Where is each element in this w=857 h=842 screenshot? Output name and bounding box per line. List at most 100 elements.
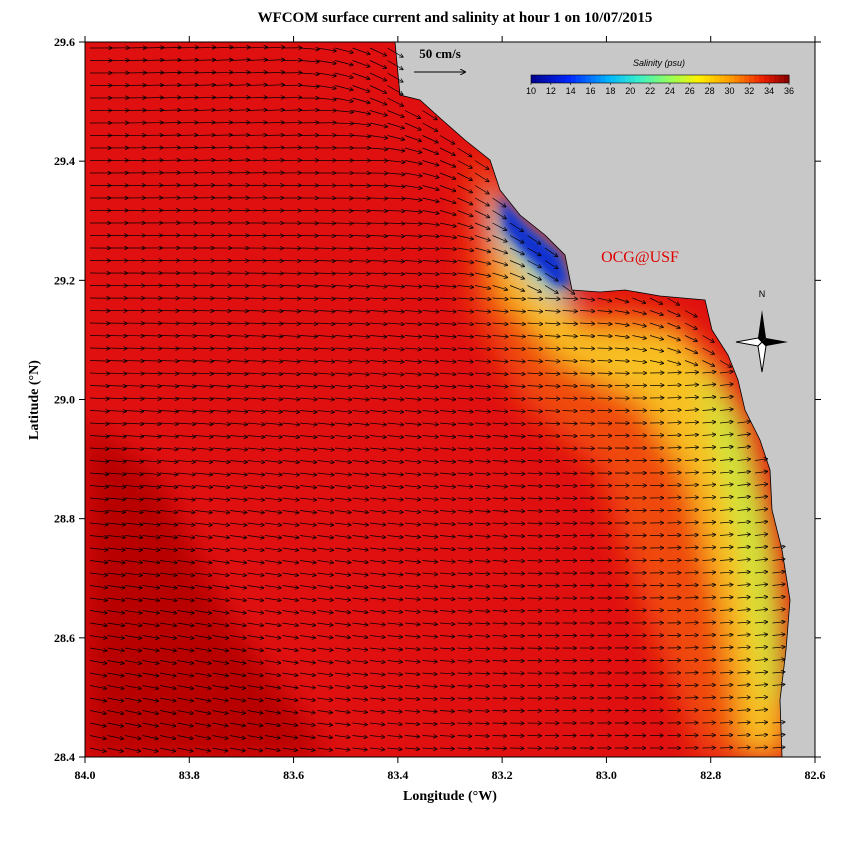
current-vector (124, 373, 144, 374)
current-vector (579, 398, 594, 399)
current-vector (544, 448, 559, 449)
current-vector (282, 122, 302, 123)
current-vector (334, 286, 352, 287)
current-vector (142, 448, 161, 449)
current-vector (124, 398, 144, 399)
current-vector (334, 386, 352, 388)
current-vector (299, 311, 317, 312)
current-vector (439, 311, 456, 312)
current-vector (334, 323, 352, 324)
colorbar-segment (764, 75, 770, 83)
current-vector (719, 372, 733, 373)
current-vector (142, 423, 161, 424)
colorbar-segment (615, 75, 621, 83)
current-vector (299, 373, 317, 374)
current-vector (334, 361, 352, 362)
current-vector (439, 147, 455, 155)
current-vector (142, 386, 162, 387)
current-vector (334, 47, 353, 53)
current-vector (562, 436, 577, 437)
current-vector (352, 273, 370, 274)
current-vector (142, 373, 162, 374)
current-vector (282, 298, 301, 299)
current-vector (212, 436, 230, 438)
colorbar-segment (531, 75, 537, 83)
current-vector (684, 360, 697, 366)
current-vector (474, 398, 490, 399)
current-vector (352, 373, 370, 375)
current-vector (264, 436, 282, 438)
current-vector (229, 122, 249, 123)
current-vector (684, 335, 697, 342)
current-vector (667, 335, 681, 341)
current-vector (457, 398, 473, 399)
current-vector (107, 448, 126, 449)
current-vector (579, 373, 594, 374)
current-vector (562, 323, 578, 324)
current-vector (369, 135, 387, 139)
current-vector (579, 311, 594, 312)
current-vector (509, 373, 525, 374)
colorbar-segment (679, 75, 686, 83)
current-vector (177, 348, 196, 349)
current-vector (404, 147, 422, 153)
current-vector (212, 398, 231, 399)
current-vector (282, 336, 300, 337)
current-vector (527, 298, 543, 299)
current-vector (247, 348, 266, 349)
current-vector (492, 272, 508, 278)
y-tick-label: 28.8 (54, 512, 75, 526)
current-vector (404, 361, 421, 362)
current-vector (457, 261, 474, 263)
current-vector (632, 335, 647, 339)
current-vector (264, 110, 284, 111)
current-vector (702, 372, 716, 373)
current-vector (317, 436, 334, 438)
colorbar-segment (744, 75, 750, 83)
current-vector (194, 361, 213, 362)
current-vector (404, 160, 422, 164)
current-vector (229, 311, 248, 312)
current-vector (352, 248, 370, 249)
current-vector (404, 411, 421, 413)
current-vector (509, 272, 524, 279)
current-vector (422, 223, 439, 225)
current-vector (247, 423, 265, 425)
current-vector (474, 285, 490, 289)
colorbar-segment (645, 75, 651, 83)
current-vector (159, 72, 181, 73)
current-vector (404, 398, 421, 400)
current-vector (579, 361, 594, 362)
current-vector (352, 448, 369, 450)
current-vector (562, 373, 577, 374)
current-vector (159, 336, 179, 337)
current-vector (334, 348, 352, 349)
current-vector (387, 448, 404, 450)
colorbar-segment (739, 75, 745, 83)
annotation: OCG@USF (601, 249, 679, 266)
current-vector (369, 47, 386, 56)
current-vector (404, 197, 422, 200)
current-vector (107, 386, 127, 387)
current-vector (89, 373, 109, 374)
colorbar-segment (669, 75, 676, 83)
current-vector (352, 336, 370, 337)
current-vector (457, 336, 474, 337)
current-vector (667, 397, 681, 398)
current-vector (544, 336, 560, 337)
current-vector (89, 398, 109, 399)
current-vector (352, 110, 371, 114)
colorbar-tick-label: 32 (744, 86, 754, 96)
current-vector (387, 173, 405, 175)
current-vector (422, 286, 439, 287)
current-vector (457, 411, 473, 412)
current-vector (352, 461, 369, 463)
current-vector (334, 60, 353, 66)
current-vector (317, 261, 336, 262)
current-vector (527, 423, 543, 424)
current-vector (422, 361, 439, 362)
current-vector (387, 248, 405, 249)
current-vector (229, 373, 248, 374)
current-vector (719, 397, 733, 398)
current-vector (404, 211, 422, 212)
